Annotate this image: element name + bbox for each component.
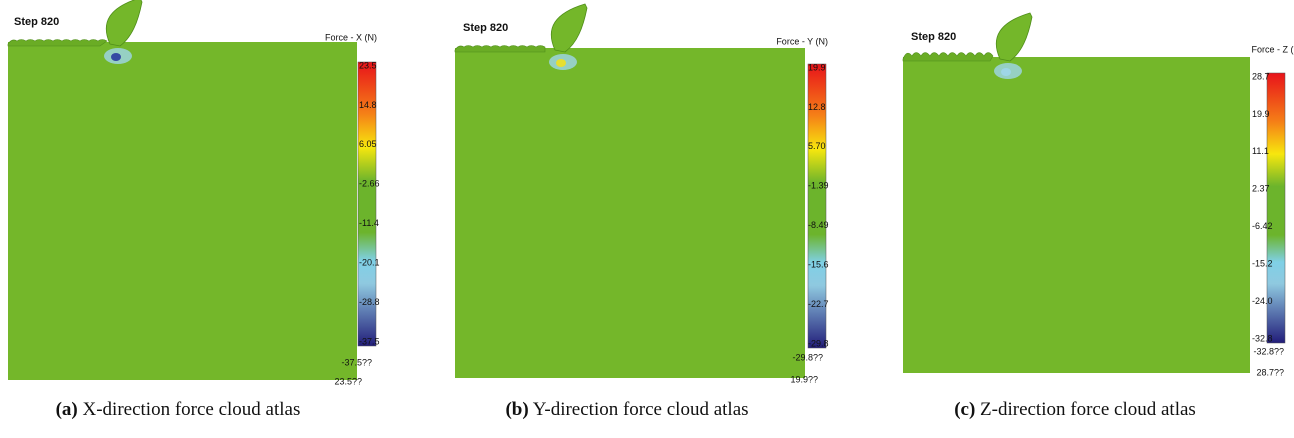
colorbar-tick-label: -29.8 — [808, 338, 829, 348]
stress-core — [556, 59, 566, 67]
max-label: 23.5?? — [334, 376, 362, 386]
legend-title: Force - X (N) — [325, 32, 377, 42]
caption-text: Z-direction force cloud atlas — [980, 399, 1196, 420]
chip-surface — [8, 40, 107, 47]
max-label: 19.9?? — [790, 374, 818, 384]
tool — [551, 4, 587, 52]
colorbar-tick-label: 14.8 — [359, 100, 377, 110]
min-label: -37.5?? — [341, 357, 372, 367]
panel: Step 820 Force - X (N) 23.5 14.8 6.05 -2.66 -1… — [8, 0, 380, 420]
caption: (a) X-direction force cloud atlas — [56, 399, 301, 420]
caption: (c) Z-direction force cloud atlas — [954, 399, 1196, 420]
colorbar-tick-label: -15.2 — [1252, 259, 1273, 269]
colorbar-tick-label: 2.37 — [1252, 184, 1270, 194]
max-label: 28.7?? — [1256, 367, 1284, 377]
legend-title: Force - Y (N) — [776, 36, 828, 46]
caption-letter: (c) — [954, 399, 975, 420]
colorbar-tick-label: 11.1 — [1252, 146, 1269, 156]
step-label: Step 820 — [463, 22, 508, 34]
panel: Step 820 Force - Z (N) 28.7 19.9 11.1 2.37 -6.… — [903, 13, 1294, 420]
colorbar-tick-label: 23.5 — [359, 60, 377, 70]
colorbar-tick-label: -11.4 — [359, 218, 379, 228]
force-field — [8, 42, 357, 380]
colorbar-tick-label: -28.8 — [359, 297, 380, 307]
caption-text: Y-direction force cloud atlas — [533, 399, 749, 420]
tool — [996, 13, 1032, 61]
stress-core — [1001, 68, 1011, 76]
colorbar-tick-label: -6.42 — [1252, 221, 1273, 231]
colorbar-tick-label: 6.05 — [359, 139, 377, 149]
colorbar-tick-label: 19.9 — [808, 62, 826, 72]
colorbar-tick-label: -24.0 — [1252, 296, 1273, 306]
colorbar-tick-label: 28.7 — [1252, 71, 1270, 81]
tool — [106, 0, 142, 46]
step-label: Step 820 — [911, 31, 956, 43]
step-label: Step 820 — [14, 16, 59, 28]
caption: (b) Y-direction force cloud atlas — [505, 399, 748, 420]
colorbar-tick-label: -37.5 — [359, 336, 380, 346]
colorbar-tick-label: 12.8 — [808, 102, 826, 112]
min-label: -32.8?? — [1253, 346, 1284, 356]
chip-surface — [455, 46, 545, 53]
colorbar-tick-label: -8.49 — [808, 220, 829, 230]
chip-surface — [903, 53, 993, 62]
colorbar-tick-label: 19.9 — [1252, 109, 1270, 119]
colorbar-tick-label: 5.70 — [808, 141, 826, 151]
colorbar-tick-label: -2.66 — [359, 179, 380, 189]
colorbar-tick-label: -20.1 — [359, 258, 380, 268]
panel: Step 820 Force - Y (N) 19.9 12.8 5.70 -1.39 -8… — [455, 4, 829, 420]
caption-letter: (a) — [56, 399, 78, 420]
stress-core — [111, 53, 121, 61]
force-field — [903, 57, 1250, 373]
force-field — [455, 48, 805, 378]
min-label: -29.8?? — [792, 352, 823, 362]
caption-letter: (b) — [505, 399, 528, 420]
colorbar-tick-label: -15.6 — [808, 260, 829, 270]
colorbar-tick-label: -22.7 — [808, 299, 829, 309]
figure: Step 820 Force - X (N) 23.5 14.8 6.05 -2.66 -1… — [0, 0, 1294, 433]
colorbar-tick-label: -32.8 — [1252, 333, 1273, 343]
legend-title: Force - Z (N) — [1252, 44, 1294, 54]
caption-text: X-direction force cloud atlas — [83, 399, 301, 420]
colorbar-tick-label: -1.39 — [808, 181, 829, 191]
